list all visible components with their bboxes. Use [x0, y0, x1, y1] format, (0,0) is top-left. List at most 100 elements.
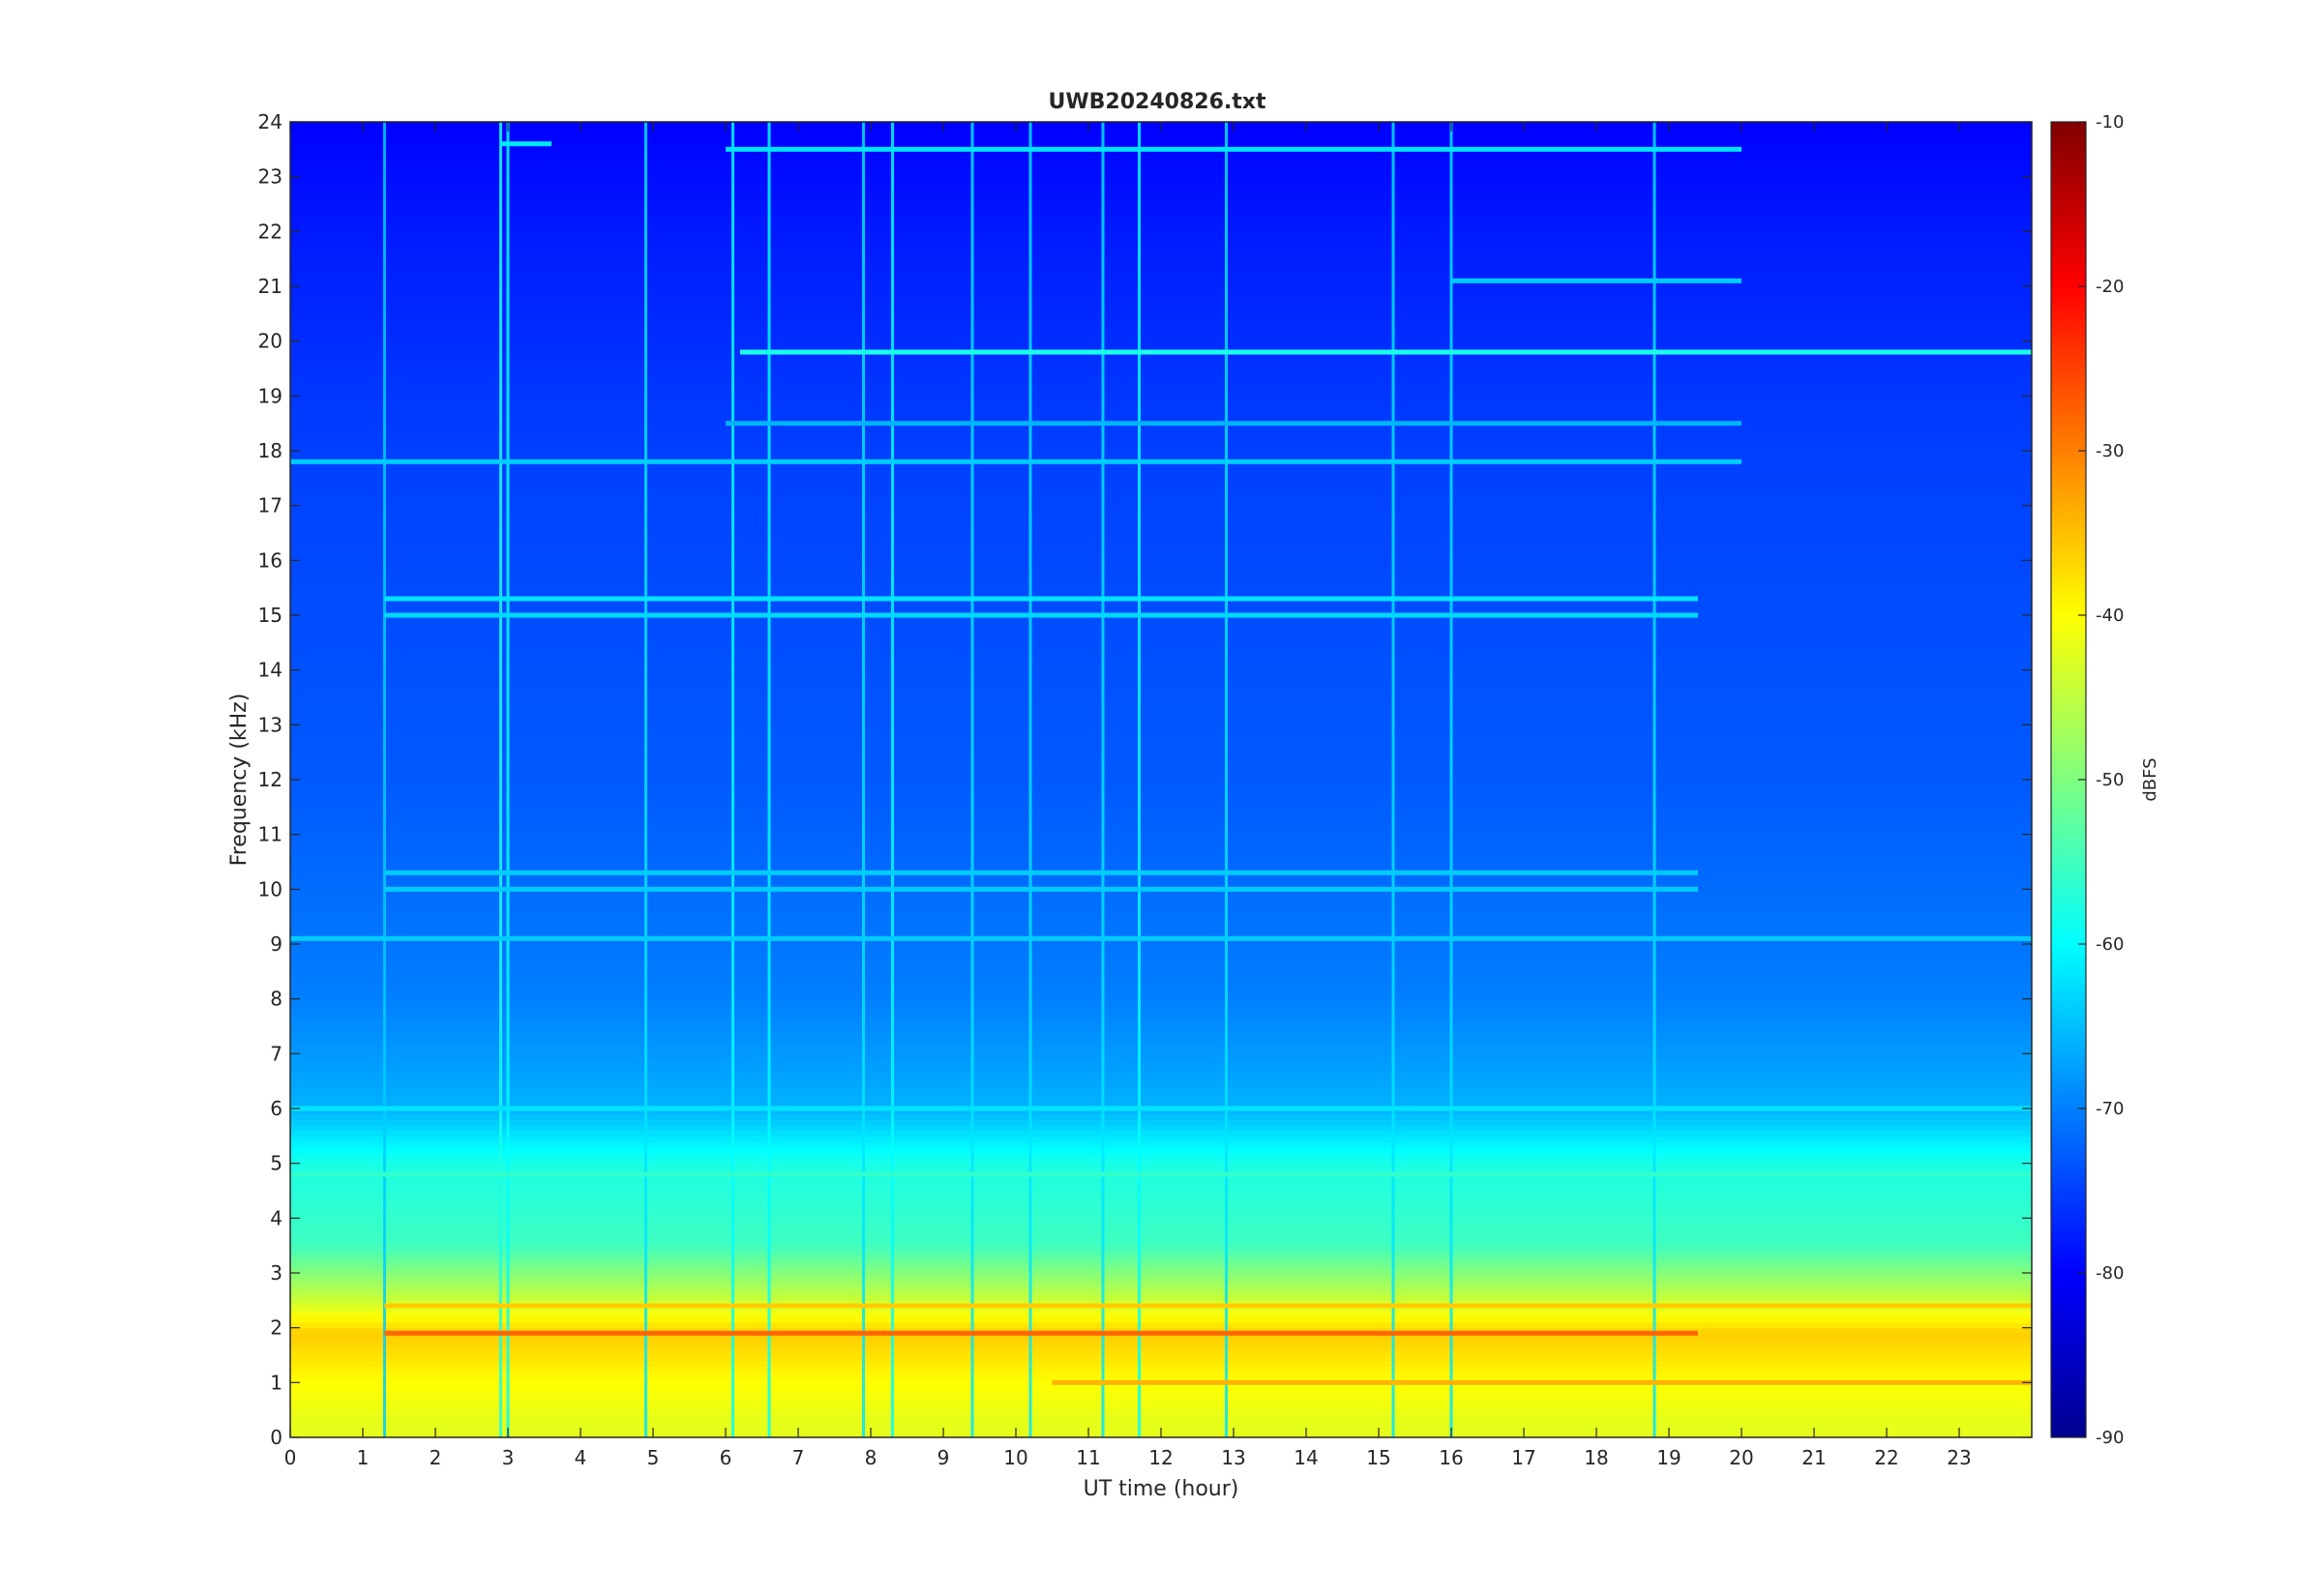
frequency-band: [290, 1191, 2032, 1197]
frequency-band: [290, 1168, 2032, 1175]
x-tick-label: 19: [1656, 1446, 1681, 1469]
x-tick-label: 22: [1874, 1446, 1898, 1469]
horizontal-line: [290, 1171, 2032, 1177]
x-tick-label: 8: [865, 1446, 878, 1469]
frequency-band: [290, 401, 2032, 408]
colorbar-tick-label: -40: [2096, 606, 2124, 626]
frequency-band: [290, 1267, 2032, 1274]
x-tick-label: 18: [1584, 1446, 1608, 1469]
frequency-band: [290, 176, 2032, 183]
frequency-band: [290, 429, 2032, 435]
frequency-band: [290, 1152, 2032, 1159]
frequency-band: [290, 642, 2032, 649]
frequency-band: [290, 1372, 2032, 1378]
frequency-band: [290, 488, 2032, 495]
frequency-band: [290, 895, 2032, 901]
x-tick-label: 21: [1801, 1446, 1826, 1469]
x-tick-label: 17: [1511, 1446, 1535, 1469]
frequency-band: [290, 445, 2032, 452]
frequency-band: [290, 1043, 2032, 1049]
frequency-band: [290, 1141, 2032, 1148]
frequency-band: [290, 714, 2032, 721]
frequency-band: [290, 225, 2032, 232]
frequency-band: [290, 615, 2032, 622]
frequency-band: [290, 1053, 2032, 1060]
frequency-band: [290, 1108, 2032, 1115]
frequency-band: [290, 774, 2032, 781]
y-tick-label: 18: [258, 439, 283, 462]
frequency-band: [290, 1010, 2032, 1017]
vertical-burst: [1028, 122, 1032, 1437]
frequency-band: [290, 1020, 2032, 1027]
horizontal-line: [500, 141, 551, 147]
frequency-band: [290, 692, 2032, 698]
frequency-band: [290, 1333, 2032, 1340]
frequency-band: [290, 472, 2032, 479]
frequency-band: [290, 165, 2032, 172]
vertical-burst: [383, 122, 386, 1437]
frequency-band: [290, 1130, 2032, 1137]
frequency-band: [290, 231, 2032, 238]
frequency-band: [290, 878, 2032, 885]
frequency-band: [290, 521, 2032, 528]
y-tick-label: 15: [258, 604, 283, 627]
x-tick-label: 14: [1294, 1446, 1318, 1469]
colorbar-tick-label: -10: [2096, 112, 2124, 133]
vertical-burst: [1391, 122, 1395, 1437]
frequency-band: [290, 730, 2032, 737]
vertical-burst: [731, 122, 734, 1437]
x-tick-label: 1: [357, 1446, 370, 1469]
x-tick-label: 15: [1366, 1446, 1390, 1469]
frequency-band: [290, 352, 2032, 359]
frequency-band: [290, 171, 2032, 178]
frequency-band: [290, 686, 2032, 693]
horizontal-line: [384, 886, 1698, 892]
frequency-band: [290, 659, 2032, 665]
y-tick-label: 21: [258, 275, 283, 298]
horizontal-line: [290, 458, 1742, 464]
frequency-band: [290, 1421, 2032, 1428]
frequency-band: [290, 1339, 2032, 1345]
frequency-band: [290, 1158, 2032, 1165]
x-tick-label: 20: [1729, 1446, 1753, 1469]
frequency-band: [290, 708, 2032, 715]
horizontal-line: [1052, 1379, 2032, 1385]
frequency-band: [290, 1278, 2032, 1285]
frequency-band: [290, 396, 2032, 402]
frequency-band: [290, 390, 2032, 397]
frequency-band: [290, 823, 2032, 830]
horizontal-line: [290, 935, 2032, 941]
y-tick-label: 24: [258, 110, 283, 133]
y-tick-label: 1: [270, 1371, 283, 1394]
horizontal-line: [1451, 278, 1742, 283]
frequency-band: [290, 702, 2032, 709]
frequency-band: [290, 998, 2032, 1005]
frequency-band: [290, 357, 2032, 364]
x-tick-label: 11: [1076, 1446, 1100, 1469]
frequency-band: [290, 599, 2032, 606]
frequency-bands: [290, 122, 2032, 1438]
frequency-band: [290, 369, 2032, 375]
frequency-band: [290, 648, 2032, 655]
frequency-band: [290, 1349, 2032, 1356]
frequency-band: [290, 467, 2032, 474]
frequency-band: [290, 796, 2032, 803]
frequency-band: [290, 1212, 2032, 1219]
frequency-band: [290, 1300, 2032, 1307]
frequency-band: [290, 905, 2032, 912]
vertical-burst: [970, 122, 974, 1437]
frequency-band: [290, 434, 2032, 441]
frequency-band: [290, 258, 2032, 265]
vertical-burst: [891, 122, 894, 1437]
frequency-band: [290, 1404, 2032, 1411]
frequency-band: [290, 1306, 2032, 1313]
frequency-band: [290, 889, 2032, 896]
y-tick-label: 16: [258, 548, 283, 572]
frequency-band: [290, 253, 2032, 260]
frequency-band: [290, 363, 2032, 369]
frequency-band: [290, 665, 2032, 671]
frequency-band: [290, 566, 2032, 573]
frequency-band: [290, 1136, 2032, 1142]
vertical-burst: [1449, 122, 1453, 1437]
y-tick-label: 4: [270, 1206, 283, 1229]
